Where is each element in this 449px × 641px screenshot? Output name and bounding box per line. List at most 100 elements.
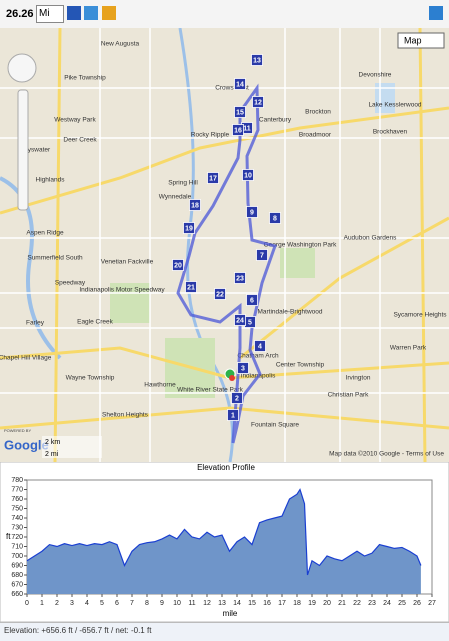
route-marker	[254, 340, 266, 352]
map-type-label: Map	[404, 35, 422, 45]
place-label: Lake Kesslerwood	[368, 102, 421, 109]
place-label: Wayne Township	[66, 375, 115, 382]
end-pin	[229, 375, 235, 381]
scale-bar	[42, 436, 102, 458]
place-label: Crows Nest	[215, 85, 249, 92]
route-marker	[234, 78, 246, 90]
route-marker	[172, 259, 184, 271]
route-marker	[269, 212, 281, 224]
place-label: Wynnedale	[159, 194, 192, 201]
place-label: Center Township	[276, 362, 325, 369]
distance: 26.26	[6, 8, 34, 20]
toolbar: 26.26 Mi	[0, 0, 449, 29]
icon-c[interactable]	[102, 6, 116, 20]
footer: Elevation: +656.6 ft / -656.7 ft / net: …	[0, 622, 449, 641]
place-label: Summerfield South	[27, 255, 83, 262]
y-axis-label: ft	[6, 532, 11, 541]
icon-d[interactable]	[429, 6, 443, 20]
y-tick-label: 700	[11, 553, 23, 560]
place-label: Canterbury	[259, 117, 292, 124]
x-tick-label: 26	[413, 600, 421, 607]
y-tick-label: 720	[11, 534, 23, 541]
route-marker	[227, 409, 239, 421]
place-label: Brockton	[305, 109, 331, 116]
y-tick-label: 780	[11, 477, 23, 484]
scale-km: 2 km	[45, 439, 60, 446]
map-type-button[interactable]	[397, 32, 445, 49]
y-tick-label: 690	[11, 562, 23, 569]
zoom-control[interactable]	[17, 89, 29, 211]
route-marker-label: 8	[273, 215, 277, 222]
route-marker-label: 22	[216, 291, 224, 298]
x-tick-label: 2	[55, 600, 59, 607]
x-tick-label: 5	[100, 600, 104, 607]
y-tick-label: 660	[11, 591, 23, 598]
route-marker-label: 7	[260, 252, 264, 259]
place-label: Christian Park	[328, 392, 370, 399]
route-marker	[237, 362, 249, 374]
route-marker-label: 24	[236, 317, 244, 324]
x-tick-label: 7	[130, 600, 134, 607]
x-tick-label: 20	[323, 600, 331, 607]
pan-control[interactable]	[7, 53, 37, 83]
route-marker	[234, 314, 246, 326]
x-tick-label: 4	[85, 600, 89, 607]
icon-b[interactable]	[84, 6, 98, 20]
x-tick-label: 17	[278, 600, 286, 607]
y-tick-label: 750	[11, 505, 23, 512]
place-label: Audubon Gardens	[344, 235, 398, 242]
place-label: Chatham Arch	[237, 353, 279, 360]
y-tick-label: 740	[11, 515, 23, 522]
place-label: Broadmoor	[299, 132, 332, 139]
x-tick-label: 23	[368, 600, 376, 607]
park	[280, 248, 315, 278]
place-label: Aspen Ridge	[26, 230, 64, 237]
place-label: Deer Creek	[63, 137, 97, 144]
x-tick-label: 27	[428, 600, 436, 607]
route-marker	[234, 106, 246, 118]
route-marker	[189, 199, 201, 211]
route-marker	[231, 392, 243, 404]
x-tick-label: 8	[145, 600, 149, 607]
place-label: Irvington	[346, 375, 371, 382]
route-marker-label: 10	[244, 172, 252, 179]
x-tick-label: 25	[398, 600, 406, 607]
icon-a[interactable]	[67, 6, 81, 20]
map[interactable]: New Augusta Pike Township Westway Park Deer…	[0, 28, 449, 462]
x-tick-label: 10	[173, 600, 181, 607]
route-marker-label: 3	[241, 365, 245, 372]
route-marker-label: 14	[236, 81, 244, 88]
route-marker	[234, 272, 246, 284]
place-label: Eagle Creek	[77, 319, 114, 326]
place-label: Warren Park	[390, 345, 427, 352]
unit-select[interactable]: Mi	[36, 5, 64, 23]
elevation-chart: Elevation Profile ft mile 66067068069070…	[0, 462, 449, 622]
route-marker-label: 2	[235, 395, 239, 402]
route-marker-label: 4	[258, 343, 262, 350]
x-tick-label: 18	[293, 600, 301, 607]
place-label: Hawthorne	[144, 382, 176, 389]
place-label: Venetian Fackville	[101, 259, 154, 266]
attribution: Map data ©2010 Google - Terms of Use	[329, 450, 444, 458]
elevation-line	[26, 488, 422, 576]
route-marker	[183, 222, 195, 234]
place-label: Farley	[26, 320, 45, 327]
y-tick-label: 770	[11, 486, 23, 493]
route-marker-label: 13	[253, 57, 261, 64]
y-tick-label: 680	[11, 572, 23, 579]
route-marker	[232, 124, 244, 136]
route-marker-label: 6	[250, 297, 254, 304]
route-marker	[251, 54, 263, 66]
route-marker	[185, 281, 197, 293]
x-tick-label: 16	[263, 600, 271, 607]
google-logo: Google	[4, 437, 49, 452]
place-label: Indianapolis Motor Speedway	[79, 287, 165, 294]
y-tick-label: 670	[11, 581, 23, 588]
route-marker	[252, 96, 264, 108]
route-marker-label: 16	[234, 127, 242, 134]
place-label: Devonshire	[359, 72, 392, 79]
route-marker-label: 20	[174, 262, 182, 269]
elevation-area	[27, 489, 421, 594]
place-label: Spring Hill	[168, 180, 198, 187]
y-tick-label: 760	[11, 496, 23, 503]
